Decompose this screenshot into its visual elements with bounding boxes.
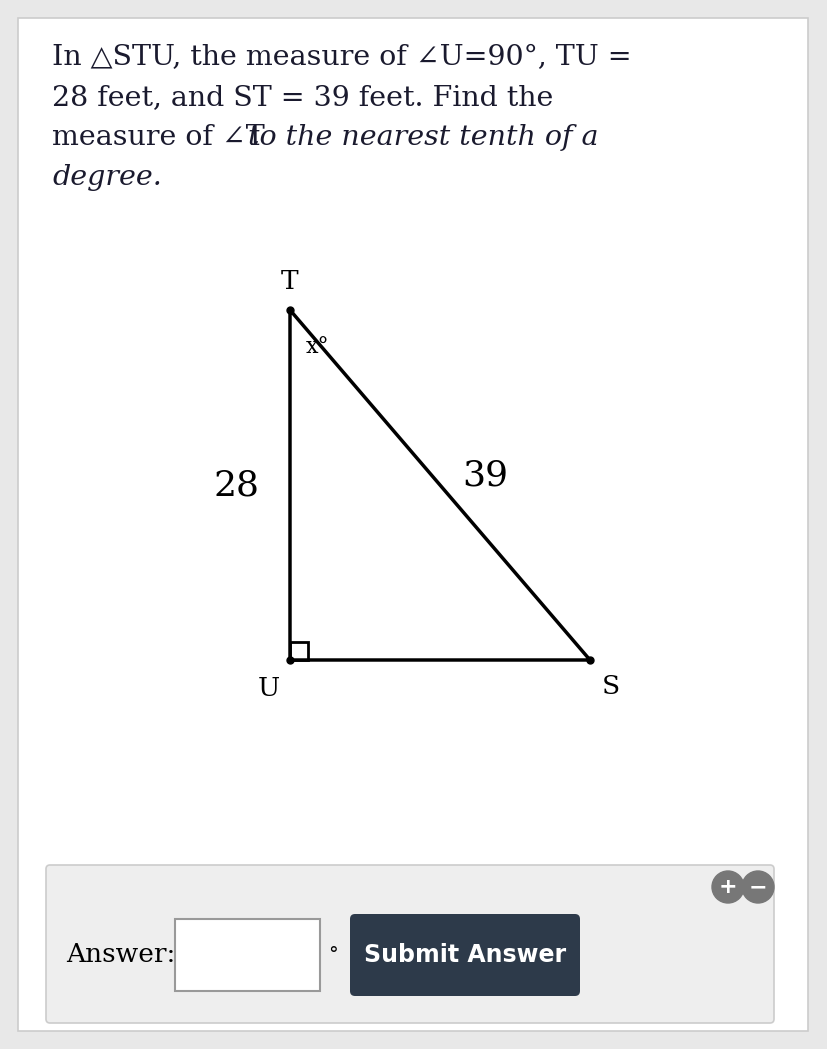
Text: to the nearest tenth of a: to the nearest tenth of a	[248, 124, 598, 151]
Text: °: °	[327, 945, 337, 964]
Circle shape	[711, 871, 743, 903]
Bar	[174, 919, 319, 991]
Text: S: S	[601, 675, 619, 699]
Text: degree.: degree.	[52, 164, 161, 191]
Circle shape	[741, 871, 773, 903]
Text: 28: 28	[213, 468, 260, 502]
Text: +: +	[718, 877, 736, 897]
Text: T: T	[281, 269, 299, 294]
Text: Answer:: Answer:	[66, 942, 175, 966]
Text: U: U	[257, 676, 280, 701]
Text: x°: x°	[306, 336, 329, 358]
Bar	[289, 642, 308, 660]
FancyBboxPatch shape	[350, 914, 579, 996]
Text: 39: 39	[461, 458, 508, 492]
Text: measure of ∠T: measure of ∠T	[52, 124, 274, 151]
Text: 28 feet, and ST = 39 feet. Find the: 28 feet, and ST = 39 feet. Find the	[52, 84, 552, 111]
FancyBboxPatch shape	[46, 865, 773, 1023]
Text: In △STU, the measure of ∠U=90°, TU =: In △STU, the measure of ∠U=90°, TU =	[52, 44, 631, 71]
Text: −: −	[748, 877, 767, 897]
Text: Submit Answer: Submit Answer	[364, 943, 566, 967]
